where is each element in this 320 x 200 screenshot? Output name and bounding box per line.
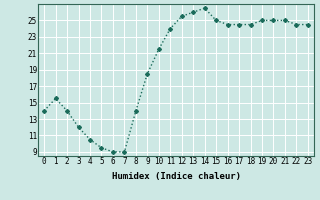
X-axis label: Humidex (Indice chaleur): Humidex (Indice chaleur) — [111, 172, 241, 181]
